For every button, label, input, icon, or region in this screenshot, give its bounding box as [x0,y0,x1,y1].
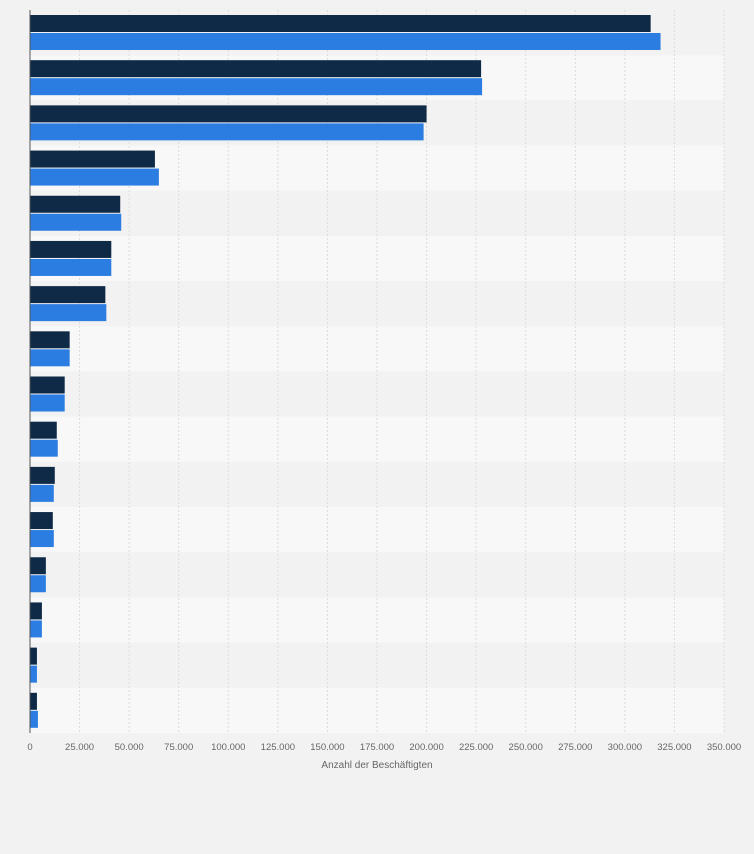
x-tick-label: 50.000 [115,742,144,753]
bar-series-2[interactable] [30,439,58,457]
bar-series-2[interactable] [30,710,38,728]
bar-series-1[interactable] [30,692,37,710]
bar-series-2[interactable] [30,33,661,50]
bar-series-2[interactable] [30,394,65,412]
x-tick-label: 325.000 [657,742,691,753]
bar-series-1[interactable] [30,286,106,304]
bar-series-1[interactable] [30,647,37,665]
bar-series-1[interactable] [30,557,46,575]
bar-series-2[interactable] [30,168,159,186]
bar-series-1[interactable] [30,195,121,213]
bar-series-2[interactable] [30,575,46,593]
row-band [30,507,724,553]
bar-series-2[interactable] [30,304,107,322]
bar-series-1[interactable] [30,240,112,258]
x-tick-label: 350.000 [707,742,741,753]
bar-series-1[interactable] [30,331,70,349]
x-tick-label: 175.000 [360,742,394,753]
bar-series-1[interactable] [30,105,427,123]
bar-series-1[interactable] [30,421,57,439]
x-tick-label: 200.000 [409,742,443,753]
bar-series-1[interactable] [30,512,53,530]
row-band [30,461,724,508]
bar-series-2[interactable] [30,530,54,548]
x-tick-label: 250.000 [509,742,543,753]
bars [30,15,661,728]
x-tick-label: 275.000 [558,742,592,753]
bar-series-1[interactable] [30,376,65,394]
bar-series-2[interactable] [30,484,54,502]
row-band [30,326,724,372]
bar-series-2[interactable] [30,258,112,276]
bar-series-2[interactable] [30,665,37,683]
row-band [30,190,724,236]
x-tick-labels: 0 25.000 50.000 75.000 100.000 125.000 150.000… [27,742,741,753]
bar-series-1[interactable] [30,60,482,78]
x-tick-label: 25.000 [65,742,94,753]
x-tick-label: 0 [27,742,32,753]
bar-series-2[interactable] [30,349,70,367]
bar-series-1[interactable] [30,150,155,168]
x-tick-label: 75.000 [164,742,193,753]
x-tick-label: 100.000 [211,742,245,753]
row-band [30,642,724,688]
x-axis-title: Anzahl der Beschäftigten [321,760,432,771]
bar-series-1[interactable] [30,15,651,32]
bar-series-2[interactable] [30,620,42,638]
x-tick-label: 150.000 [310,742,344,753]
gridlines [79,10,725,733]
bar-series-2[interactable] [30,78,483,96]
x-tick-label: 125.000 [261,742,295,753]
bar-series-1[interactable] [30,466,55,484]
bar-series-2[interactable] [30,213,122,231]
x-tick-label: 300.000 [608,742,642,753]
bar-series-1[interactable] [30,602,42,620]
x-tick-label: 225.000 [459,742,493,753]
bar-series-2[interactable] [30,123,424,141]
